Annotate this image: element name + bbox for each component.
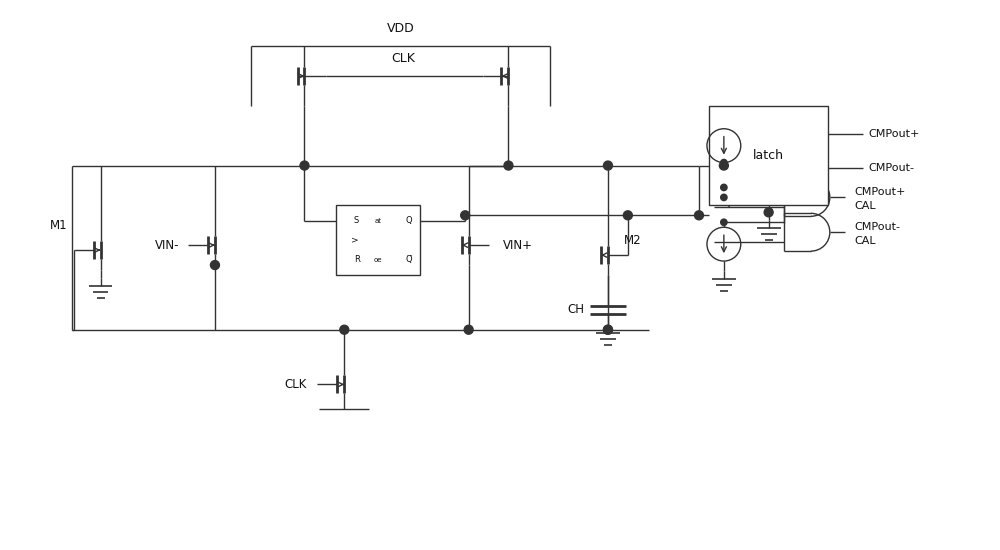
Text: CAL: CAL	[855, 236, 876, 246]
Bar	[709, 106, 828, 205]
Text: VDD: VDD	[387, 22, 414, 35]
Circle shape	[603, 325, 612, 334]
Text: VIN+: VIN+	[503, 239, 533, 252]
Circle shape	[719, 161, 728, 170]
Circle shape	[603, 325, 612, 334]
Circle shape	[464, 325, 473, 334]
Circle shape	[210, 261, 219, 270]
Circle shape	[504, 161, 513, 170]
Circle shape	[340, 325, 349, 334]
Text: Q: Q	[405, 216, 412, 225]
Text: CLK: CLK	[284, 378, 307, 391]
Circle shape	[764, 208, 773, 217]
Bar	[336, 205, 420, 275]
Text: latch: latch	[753, 149, 784, 162]
Text: M2: M2	[624, 234, 641, 247]
Circle shape	[721, 160, 727, 166]
Circle shape	[603, 161, 612, 170]
Circle shape	[721, 194, 727, 201]
Text: Q̅: Q̅	[405, 255, 412, 264]
Text: CLK: CLK	[391, 52, 415, 64]
Circle shape	[721, 184, 727, 191]
Text: at: at	[375, 218, 382, 224]
Circle shape	[695, 211, 703, 220]
Text: CAL: CAL	[855, 201, 876, 211]
Text: >: >	[351, 236, 358, 245]
Text: S: S	[354, 216, 359, 225]
Circle shape	[721, 219, 727, 225]
Circle shape	[461, 211, 470, 220]
Text: CMPout+: CMPout+	[855, 188, 906, 197]
Circle shape	[300, 161, 309, 170]
Text: CH: CH	[568, 303, 585, 316]
Text: VIN-: VIN-	[154, 239, 179, 252]
Text: CMPout-: CMPout-	[855, 222, 901, 232]
Text: R: R	[354, 255, 360, 264]
Text: M1: M1	[50, 219, 68, 232]
Text: CMPout-: CMPout-	[868, 163, 914, 173]
Text: oe: oe	[374, 257, 382, 263]
Circle shape	[623, 211, 632, 220]
Text: CMPout+: CMPout+	[868, 129, 920, 139]
